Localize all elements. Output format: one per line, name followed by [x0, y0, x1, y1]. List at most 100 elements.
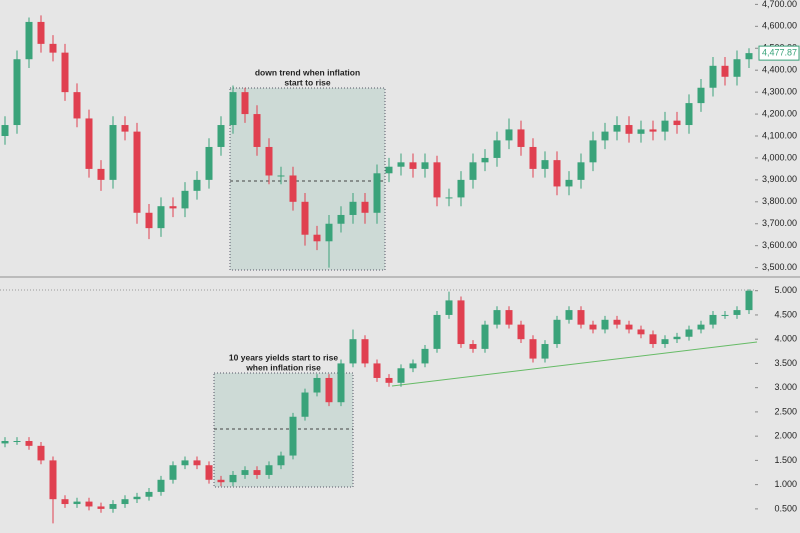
candle-body — [445, 300, 453, 315]
candle-body — [121, 125, 129, 132]
candle-body — [709, 314, 717, 325]
candle-body — [397, 368, 405, 383]
candle-body — [289, 175, 297, 202]
candle-body — [493, 310, 501, 325]
candle-body — [133, 496, 141, 500]
y-tick-label: 3.500 — [774, 358, 797, 368]
candle-body — [589, 324, 597, 330]
candle-body — [181, 460, 189, 466]
candle-body — [37, 445, 45, 461]
candle-body — [661, 120, 669, 132]
candle-body — [445, 197, 453, 199]
candle-body — [49, 460, 57, 500]
candle-body — [421, 162, 429, 169]
candle-body — [565, 310, 573, 320]
y-tick-label: 4,400.00 — [762, 65, 797, 75]
y-tick-label: 4,600.00 — [762, 21, 797, 31]
candle-body — [241, 92, 249, 115]
y-tick-label: 2.500 — [774, 406, 797, 416]
candle-body — [385, 377, 393, 383]
candle-body — [193, 460, 201, 466]
candle-body — [181, 190, 189, 209]
candle-body — [457, 179, 465, 198]
candle-body — [649, 129, 657, 132]
candle-body — [337, 214, 345, 224]
candle-body — [265, 465, 273, 475]
candle-body — [97, 506, 105, 509]
candle-body — [673, 120, 681, 126]
candle-body — [745, 53, 753, 60]
candle-body — [361, 339, 369, 364]
candle-body — [589, 140, 597, 163]
candle-body — [709, 65, 717, 88]
candle-body — [13, 441, 21, 442]
last-price-box — [758, 45, 800, 61]
y-tick-label: 0.500 — [774, 503, 797, 513]
candle-body — [61, 499, 69, 505]
candle-body — [421, 348, 429, 364]
y-tick-label: 4,700.00 — [762, 0, 797, 9]
y-tick-label: 3,800.00 — [762, 196, 797, 206]
candle-body — [481, 157, 489, 163]
candle-body — [433, 314, 441, 349]
candle-body — [541, 160, 549, 169]
trend-line — [391, 341, 758, 387]
annotation-text: start to rise — [284, 77, 331, 87]
annotation-text: down trend when inflation — [255, 67, 360, 77]
candle-body — [637, 129, 645, 134]
candle-body — [217, 125, 225, 147]
candle-body — [733, 59, 741, 77]
candle-body — [157, 206, 165, 229]
y-tick-label: 1.000 — [774, 479, 797, 489]
candle-body — [553, 160, 561, 187]
candle-body — [721, 65, 729, 77]
last-price-label: 4,477.87 — [762, 47, 797, 57]
candle-body — [697, 87, 705, 104]
candle-body — [373, 363, 381, 378]
y-tick-label: 2.000 — [774, 431, 797, 441]
candle-body — [73, 501, 81, 505]
candle-body — [661, 339, 669, 345]
candle-body — [361, 201, 369, 213]
candle-body — [109, 504, 117, 509]
candle-body — [505, 129, 513, 141]
candle-body — [157, 479, 165, 492]
candle-body — [313, 377, 321, 393]
y-tick-label: 4,200.00 — [762, 108, 797, 118]
candle-body — [349, 339, 357, 364]
candle-body — [685, 329, 693, 337]
candle-body — [325, 223, 333, 242]
annotation-box — [229, 87, 386, 271]
candle-body — [529, 339, 537, 359]
candle-body — [469, 162, 477, 180]
y-tick-label: 3.000 — [774, 382, 797, 392]
candle-body — [733, 310, 741, 315]
candle-body — [97, 168, 105, 180]
candle-body — [241, 470, 249, 475]
candle-body — [109, 125, 117, 180]
candle-body — [745, 290, 753, 311]
candle-body — [205, 465, 213, 480]
candle-body — [541, 344, 549, 359]
candle-body — [649, 334, 657, 345]
candle-body — [697, 324, 705, 330]
candle-body — [13, 59, 21, 126]
candle-body — [1, 125, 9, 136]
candle-body — [85, 118, 93, 169]
candle-body — [385, 166, 393, 174]
y-tick-label: 3,500.00 — [762, 262, 797, 272]
candle-body — [529, 146, 537, 169]
candle-body — [325, 377, 333, 403]
candle-body — [517, 324, 525, 340]
y-tick-label: 4,100.00 — [762, 130, 797, 140]
y-tick-label: 1.500 — [774, 455, 797, 465]
y-tick-label: 3,700.00 — [762, 218, 797, 228]
candle-body — [349, 201, 357, 215]
candle-body — [205, 146, 213, 180]
candle-body — [637, 329, 645, 335]
candle-body — [37, 21, 45, 44]
y-tick-label: 4,000.00 — [762, 152, 797, 162]
